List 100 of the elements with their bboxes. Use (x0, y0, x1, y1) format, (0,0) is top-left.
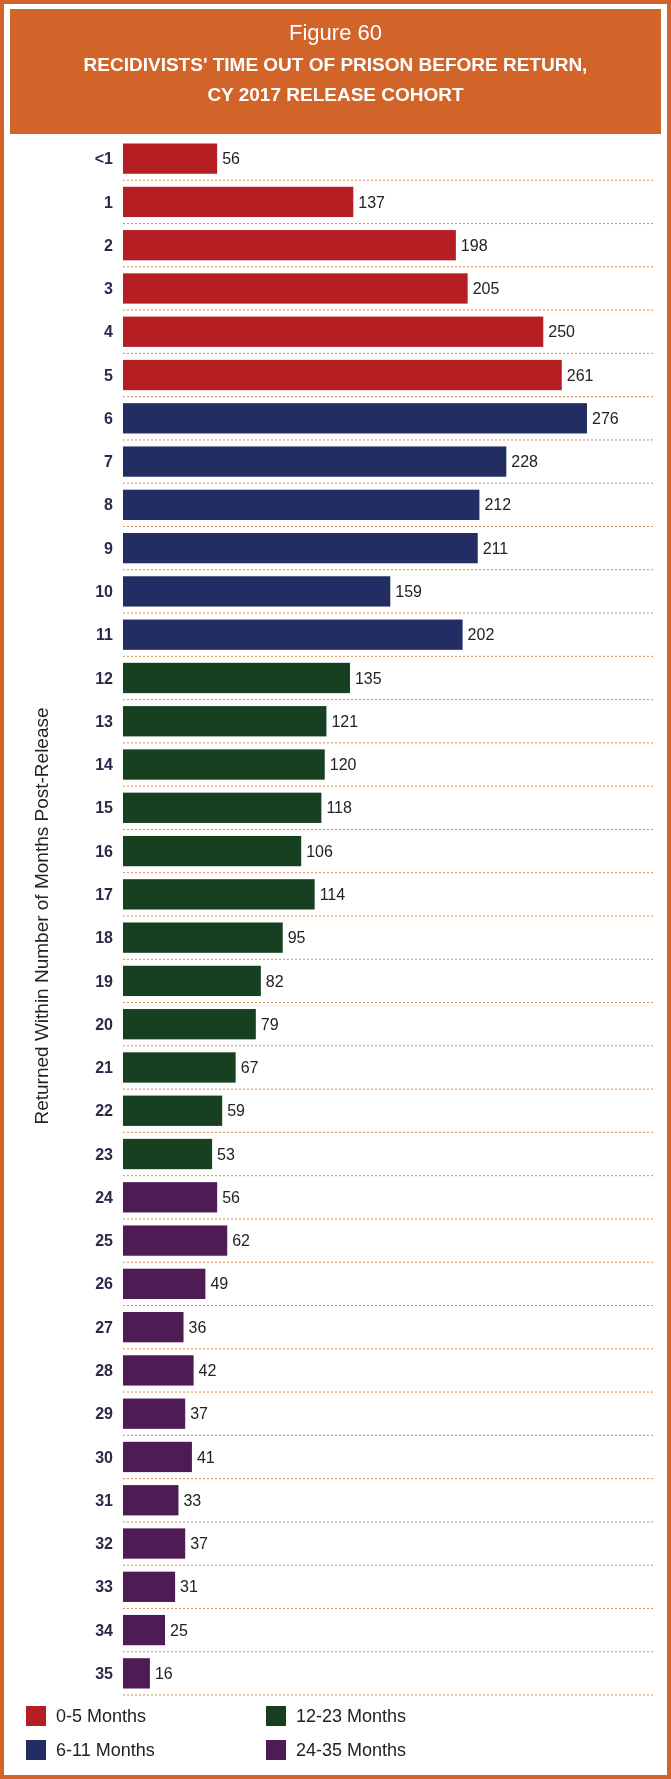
data-label: 205 (472, 280, 500, 298)
data-label: 33 (183, 1491, 202, 1509)
data-label: 25 (170, 1621, 188, 1639)
bar (123, 1138, 213, 1170)
data-label: 16 (154, 1664, 173, 1682)
bar (123, 359, 562, 391)
bar (123, 1441, 192, 1473)
data-label: 261 (566, 366, 594, 384)
data-label: 67 (240, 1059, 259, 1077)
bar (123, 1095, 223, 1126)
data-label: 202 (467, 626, 495, 644)
legend-label: 0-5 Months (56, 1706, 147, 1727)
bar (123, 1355, 194, 1386)
bar (123, 1268, 206, 1299)
legend-label: 12-23 Months (296, 1706, 407, 1727)
data-label: 79 (260, 1015, 279, 1033)
y-tick-label: 30 (95, 1448, 114, 1466)
y-tick-label: 22 (95, 1102, 114, 1120)
bar (123, 143, 218, 174)
data-label: 37 (190, 1405, 209, 1423)
legend-label: 24-35 Months (296, 1740, 407, 1761)
data-label: 56 (222, 1188, 241, 1206)
data-label: 31 (180, 1578, 199, 1596)
data-label: 53 (217, 1145, 235, 1163)
chart-title: Figure 60 (289, 20, 382, 45)
data-label: 36 (188, 1318, 207, 1336)
y-tick-label: 31 (95, 1491, 114, 1509)
data-label: 49 (210, 1275, 229, 1293)
y-tick-label: 28 (95, 1362, 114, 1380)
bar (123, 403, 587, 434)
data-label: 135 (354, 669, 382, 687)
data-label: 114 (319, 885, 346, 903)
y-tick-label: 4 (104, 323, 114, 341)
bar (123, 965, 261, 997)
y-tick-label: 11 (96, 626, 114, 644)
bar (123, 1009, 256, 1040)
y-tick-label: 3 (104, 280, 114, 298)
y-tick-label: 25 (95, 1232, 114, 1250)
data-label: 121 (331, 712, 359, 730)
data-label: 106 (306, 842, 333, 860)
y-tick-label: 16 (95, 842, 114, 860)
y-tick-label: 32 (95, 1535, 114, 1553)
bar (123, 749, 325, 780)
bar (123, 1225, 228, 1256)
y-tick-label: 34 (95, 1621, 114, 1639)
y-tick-label: 5 (104, 366, 114, 384)
legend-label: 6-11 Months (56, 1740, 155, 1761)
y-tick-label: 10 (95, 583, 114, 601)
bar (123, 446, 507, 477)
data-label: 211 (482, 539, 509, 557)
y-tick-label: 9 (104, 539, 114, 557)
y-tick-label: 12 (95, 669, 114, 687)
bar (123, 1658, 150, 1689)
data-label: 82 (265, 972, 284, 990)
y-tick-label: 19 (95, 972, 114, 990)
y-tick-label: 6 (104, 409, 114, 427)
y-tick-label: 29 (95, 1405, 114, 1423)
data-label: 59 (227, 1102, 246, 1120)
data-label: 95 (287, 929, 306, 947)
data-label: 228 (511, 453, 539, 471)
bar (123, 1052, 236, 1083)
bar (123, 662, 350, 694)
data-label: 56 (222, 150, 241, 168)
bar (123, 792, 322, 823)
data-label: 62 (232, 1232, 251, 1250)
data-label: 159 (395, 583, 423, 601)
data-label: 41 (196, 1448, 215, 1466)
bar (123, 230, 456, 261)
y-tick-label: 26 (95, 1275, 114, 1293)
data-label: 37 (190, 1535, 209, 1553)
bar (123, 835, 302, 867)
bar (123, 1182, 218, 1213)
bar (123, 186, 354, 218)
data-label: 276 (592, 409, 619, 427)
bar (123, 1614, 166, 1646)
y-tick-label: <1 (94, 150, 114, 168)
bar (123, 1311, 184, 1343)
data-label: 42 (198, 1362, 217, 1380)
y-tick-label: 2 (104, 236, 114, 254)
y-tick-label: 20 (95, 1015, 114, 1033)
y-tick-label: 8 (104, 496, 114, 514)
data-label: 250 (548, 323, 576, 341)
bar (123, 879, 315, 910)
bar (123, 489, 480, 521)
bar (123, 273, 468, 304)
y-tick-label: 1 (104, 193, 114, 211)
y-tick-label: 14 (95, 756, 114, 774)
bar (123, 576, 391, 607)
bar (123, 1398, 186, 1429)
data-label: 137 (358, 193, 386, 211)
bar (123, 1485, 179, 1516)
data-label: 120 (329, 756, 357, 774)
bar (123, 619, 463, 650)
bar (123, 706, 327, 737)
bar (123, 532, 478, 564)
y-axis-title: Returned Within Number of Months Post-Release (31, 707, 52, 1125)
y-tick-label: 13 (95, 712, 114, 730)
bar (123, 922, 283, 953)
y-tick-label: 15 (95, 799, 114, 817)
bar (123, 1528, 186, 1559)
